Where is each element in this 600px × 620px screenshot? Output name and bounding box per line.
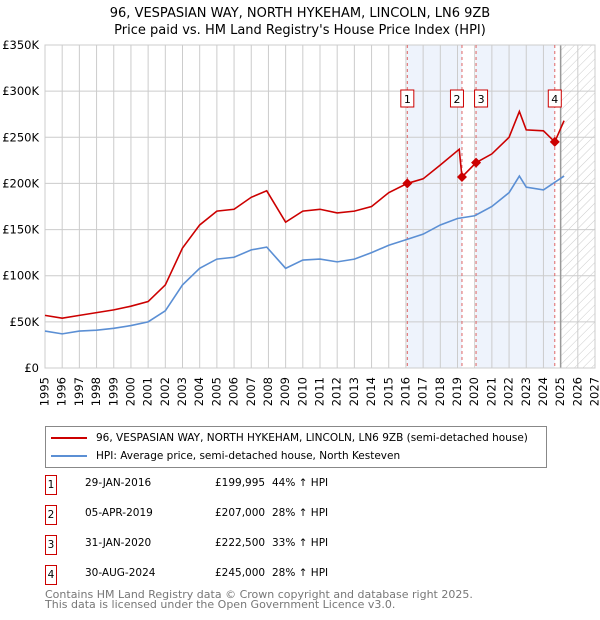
x-tick-label: 2011 (313, 377, 327, 406)
sale-point (402, 178, 413, 189)
x-tick-label: 2012 (330, 377, 344, 406)
y-tick-label: £150K (2, 223, 39, 237)
sale-hpi: 33% ↑ HPI (272, 537, 329, 549)
sale-label: 3 (478, 93, 485, 106)
x-tick-label: 2019 (450, 377, 464, 406)
sale-number: 2 (45, 505, 57, 525)
sale-row: 2 05-APR-2019 £207,000 28% ↑ HPI (45, 505, 545, 525)
legend-swatch (51, 455, 87, 457)
sale-label-box (449, 89, 464, 108)
sale-hpi: 44% ↑ HPI (272, 477, 329, 489)
sale-label: 1 (404, 93, 411, 106)
sale-number: 1 (45, 475, 57, 495)
x-tick-label: 2003 (175, 377, 189, 406)
property-price-line (44, 109, 565, 319)
footer-line: Contains HM Land Registry data © Crown c… (45, 588, 473, 601)
sale-price: £222,500 (215, 537, 266, 549)
sale-point (549, 136, 560, 147)
x-tick-label: 2007 (244, 377, 258, 406)
sale-price: £199,995 (215, 477, 266, 489)
sale-label: 2 (453, 93, 460, 106)
x-tick-label: 2013 (347, 377, 361, 406)
sale-label-box (547, 89, 562, 108)
plot-area: 1995 1996 1997 1998 1999 2000 2001 2002 2003 2004… (2, 38, 600, 406)
x-tick-label: 2009 (278, 377, 292, 406)
y-tick-label: £250K (2, 130, 39, 144)
x-tick-label: 2004 (192, 377, 206, 406)
sale-row: 4 30-AUG-2024 £245,000 28% ↑ HPI (45, 565, 545, 585)
x-tick-label: 2001 (141, 377, 155, 406)
x-tick-label: 2020 (467, 377, 481, 406)
sale-label-box (474, 89, 489, 108)
x-tick-label: 2002 (158, 377, 172, 406)
x-tick-label: 2026 (570, 377, 584, 406)
sale-date: 05-APR-2019 (85, 507, 153, 519)
sale-hpi: 28% ↑ HPI (272, 567, 329, 579)
y-tick-label: £100K (2, 269, 39, 283)
sale-label-box (400, 89, 415, 108)
x-tick-label: 2018 (433, 377, 447, 406)
x-tick-label: 1995 (38, 377, 52, 406)
x-tick-label: 1999 (106, 377, 120, 406)
sale-date: 31-JAN-2020 (85, 537, 152, 549)
sale-number: 4 (45, 565, 57, 585)
sale-hpi: 28% ↑ HPI (272, 507, 329, 519)
legend-label: 96, VESPASIAN WAY, NORTH HYKEHAM, LINCOL… (96, 432, 528, 444)
hpi-line (44, 174, 565, 335)
legend: 96, VESPASIAN WAY, NORTH HYKEHAM, LINCOL… (45, 426, 547, 468)
x-tick-label: 2027 (588, 377, 600, 406)
plot-border (44, 44, 596, 369)
sale-row: 3 31-JAN-2020 £222,500 33% ↑ HPI (45, 535, 545, 555)
y-tick-label: £0 (24, 361, 39, 375)
x-tick-label: 2005 (209, 377, 223, 406)
x-tick-label: 2010 (295, 377, 309, 406)
legend-item-property: 96, VESPASIAN WAY, NORTH HYKEHAM, LINCOL… (51, 430, 528, 446)
sale-point (471, 157, 482, 168)
legend-item-hpi: HPI: Average price, semi-detached house,… (51, 448, 400, 464)
x-tick-label: 2014 (364, 377, 378, 406)
x-tick-label: 1997 (72, 377, 86, 406)
footer: Contains HM Land Registry data © Crown c… (45, 588, 473, 611)
x-tick-label: 2006 (227, 377, 241, 406)
x-tick-label: 1998 (89, 377, 103, 406)
x-tick-label: 2008 (261, 377, 275, 406)
chart-subtitle: Price paid vs. HM Land Registry's House … (114, 23, 486, 38)
shaded-period (476, 45, 555, 368)
x-tick-label: 2022 (502, 377, 516, 406)
x-tick-label: 2021 (484, 377, 498, 406)
sale-date: 30-AUG-2024 (85, 567, 156, 579)
legend-label: HPI: Average price, semi-detached house,… (96, 450, 401, 462)
sale-row: 1 29-JAN-2016 £199,995 44% ↑ HPI (45, 475, 545, 495)
x-tick-label: 2016 (398, 377, 412, 406)
x-tick-label: 2024 (536, 377, 550, 406)
sale-price: £245,000 (215, 567, 266, 579)
footer-line: This data is licensed under the Open Gov… (45, 598, 396, 611)
x-tick-label: 1996 (55, 377, 69, 406)
y-tick-label: £50K (10, 315, 40, 329)
x-tick-label: 2000 (123, 377, 137, 406)
y-tick-label: £300K (2, 84, 39, 98)
y-tick-label: £350K (2, 38, 39, 52)
x-tick-label: 2025 (553, 377, 567, 406)
x-tick-label: 2015 (381, 377, 395, 406)
legend-swatch (51, 437, 87, 439)
sale-number: 3 (45, 535, 57, 555)
chart-title: 96, VESPASIAN WAY, NORTH HYKEHAM, LINCOL… (109, 6, 491, 21)
sale-date: 29-JAN-2016 (85, 477, 152, 489)
sale-point (456, 171, 467, 182)
y-tick-label: £200K (2, 176, 39, 190)
x-tick-label: 2023 (519, 377, 533, 406)
sale-label: 4 (551, 93, 558, 106)
x-tick-label: 2017 (416, 377, 430, 406)
sale-price: £207,000 (215, 507, 266, 519)
